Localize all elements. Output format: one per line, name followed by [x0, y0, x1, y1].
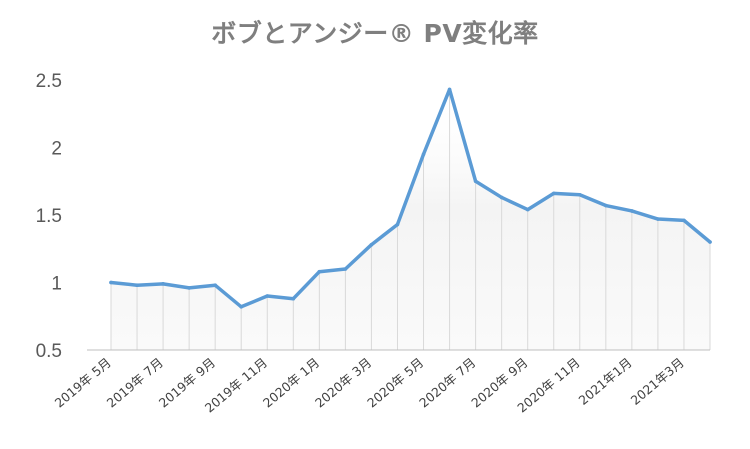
series-path [109, 87, 712, 309]
x-tick-label: 2020年 7月 [416, 355, 478, 411]
data-point [239, 305, 244, 309]
data-point [499, 195, 504, 200]
data-point [343, 267, 348, 271]
plot-background [111, 89, 710, 350]
y-tick-label: 2.5 [36, 71, 62, 92]
data-point [577, 192, 582, 197]
y-tick-label: 0.5 [36, 341, 62, 362]
data-point [551, 191, 556, 196]
data-point [187, 286, 191, 290]
x-tick-label: 2021年3月 [628, 355, 687, 408]
x-tick-label: 2019年 5月 [52, 355, 114, 411]
data-point [369, 242, 374, 247]
area-fill [111, 89, 710, 350]
y-axis-ticks: 0.5 1 1.5 2 2.5 [36, 71, 62, 362]
chart-title: ボブとアンジー® PV変化率 [211, 19, 539, 48]
y-tick-label: 2 [51, 139, 62, 160]
drop-lines [110, 89, 711, 350]
data-point [708, 240, 712, 244]
x-tick-label: 2020年 3月 [312, 355, 374, 411]
data-point [317, 269, 322, 274]
data-point [682, 218, 686, 223]
data-point [656, 217, 660, 221]
data-point [395, 222, 400, 227]
data-point [109, 280, 113, 285]
data-point [213, 283, 217, 288]
data-point [161, 282, 165, 286]
data-point [525, 207, 530, 212]
data-point [421, 152, 426, 157]
data-point [473, 179, 478, 184]
y-tick-label: 1.5 [36, 206, 62, 227]
data-point [630, 209, 634, 213]
data-point [135, 283, 139, 288]
y-tick-label: 1 [51, 274, 62, 295]
data-point [604, 203, 608, 208]
data-point [265, 294, 270, 298]
series-line [109, 87, 712, 309]
x-tick-label: 2019年 7月 [104, 355, 166, 411]
data-point [447, 87, 452, 92]
data-point [291, 296, 296, 301]
x-tick-label: 2021年1月 [576, 355, 635, 408]
x-tick-label: 2020年 1月 [260, 355, 322, 411]
x-tick-label: 2020年 5月 [364, 355, 426, 411]
